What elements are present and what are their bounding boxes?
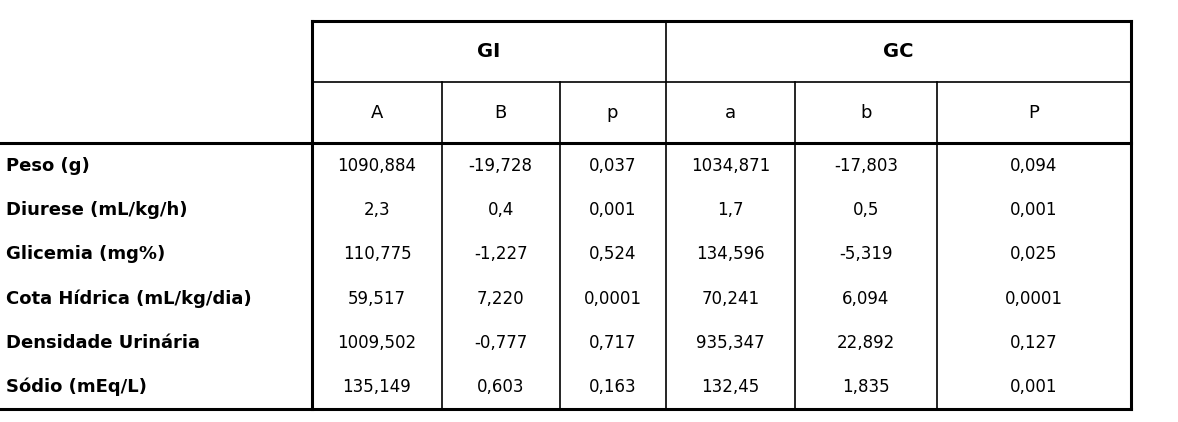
Text: B: B bbox=[495, 104, 507, 122]
Text: A: A bbox=[371, 104, 383, 122]
Text: 935,347: 935,347 bbox=[696, 334, 765, 352]
Text: 70,241: 70,241 bbox=[701, 289, 760, 308]
Text: 1,7: 1,7 bbox=[717, 201, 743, 219]
Text: 132,45: 132,45 bbox=[701, 378, 760, 396]
Text: Sódio (mEq/L): Sódio (mEq/L) bbox=[6, 378, 147, 396]
Text: 134,596: 134,596 bbox=[696, 245, 765, 263]
Text: 0,001: 0,001 bbox=[1010, 201, 1058, 219]
Text: 0,0001: 0,0001 bbox=[1005, 289, 1063, 308]
Text: 0,094: 0,094 bbox=[1010, 157, 1058, 175]
Text: Diurese (mL/kg/h): Diurese (mL/kg/h) bbox=[6, 201, 187, 219]
Text: 0,717: 0,717 bbox=[589, 334, 636, 352]
Text: 6,094: 6,094 bbox=[842, 289, 889, 308]
Text: Cota Hídrica (mL/kg/dia): Cota Hídrica (mL/kg/dia) bbox=[6, 289, 252, 308]
Text: 7,220: 7,220 bbox=[477, 289, 524, 308]
Text: -0,777: -0,777 bbox=[474, 334, 528, 352]
Text: 2,3: 2,3 bbox=[364, 201, 390, 219]
Text: 0,4: 0,4 bbox=[488, 201, 514, 219]
Text: -17,803: -17,803 bbox=[834, 157, 898, 175]
Text: Peso (g): Peso (g) bbox=[6, 157, 90, 175]
Text: 1009,502: 1009,502 bbox=[337, 334, 417, 352]
Text: 59,517: 59,517 bbox=[348, 289, 406, 308]
Text: p: p bbox=[607, 104, 618, 122]
Text: 1034,871: 1034,871 bbox=[690, 157, 770, 175]
Text: GC: GC bbox=[884, 42, 913, 61]
Text: 0,001: 0,001 bbox=[589, 201, 636, 219]
Text: 1,835: 1,835 bbox=[842, 378, 889, 396]
Text: -5,319: -5,319 bbox=[839, 245, 893, 263]
Text: 0,603: 0,603 bbox=[477, 378, 524, 396]
Text: 0,5: 0,5 bbox=[853, 201, 879, 219]
Text: 0,127: 0,127 bbox=[1010, 334, 1058, 352]
Text: Glicemia (mg%): Glicemia (mg%) bbox=[6, 245, 165, 263]
Text: 1090,884: 1090,884 bbox=[337, 157, 417, 175]
Text: 0,037: 0,037 bbox=[589, 157, 636, 175]
Text: GI: GI bbox=[477, 42, 501, 61]
Text: a: a bbox=[724, 104, 736, 122]
Text: -19,728: -19,728 bbox=[469, 157, 532, 175]
Text: 22,892: 22,892 bbox=[836, 334, 895, 352]
Text: b: b bbox=[860, 104, 872, 122]
Text: 110,775: 110,775 bbox=[343, 245, 411, 263]
Text: 0,0001: 0,0001 bbox=[583, 289, 642, 308]
Text: Densidade Urinária: Densidade Urinária bbox=[6, 334, 200, 352]
Text: 0,025: 0,025 bbox=[1010, 245, 1058, 263]
Text: 0,163: 0,163 bbox=[589, 378, 636, 396]
Text: 0,001: 0,001 bbox=[1010, 378, 1058, 396]
Text: -1,227: -1,227 bbox=[474, 245, 528, 263]
Text: P: P bbox=[1028, 104, 1039, 122]
Text: 0,524: 0,524 bbox=[589, 245, 636, 263]
Text: 135,149: 135,149 bbox=[343, 378, 411, 396]
